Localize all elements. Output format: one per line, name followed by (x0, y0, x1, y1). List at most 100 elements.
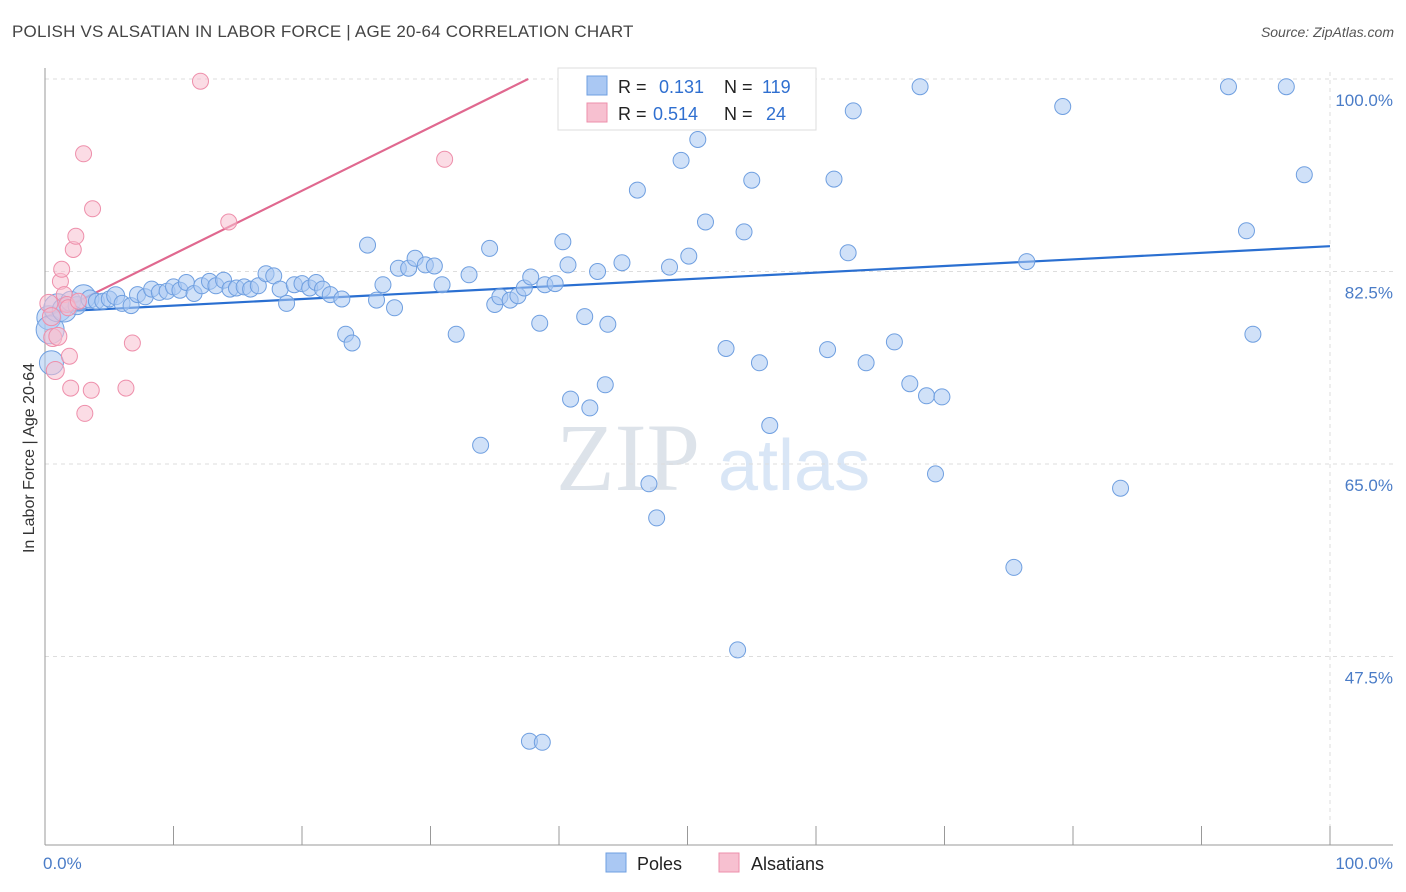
point-poles-71 (562, 390, 580, 408)
point-poles-108 (1054, 98, 1072, 115)
point-poles-114 (1295, 166, 1313, 184)
top-legend: R = 0.131 N = 119 R = 0.514 N = 24 (557, 67, 817, 131)
point-alsatians-10 (60, 347, 78, 365)
legend-n-value-alsatians: 24 (766, 104, 786, 124)
point-poles-32 (249, 277, 267, 295)
point-poles-66 (531, 314, 549, 332)
point-poles-78 (628, 181, 646, 199)
y-tick-label-0: 47.5% (1345, 669, 1393, 688)
point-poles-91 (750, 354, 768, 372)
legend-r-value-poles: 0.131 (659, 77, 704, 97)
point-poles-43 (333, 290, 351, 308)
point-alsatians-6 (53, 260, 71, 278)
point-poles-97 (839, 244, 857, 262)
point-poles-68 (546, 275, 564, 293)
trend-line-poles (44, 245, 1331, 314)
bottom-legend-label-alsatians: Alsatians (751, 854, 824, 874)
bottom-legend-swatch-poles (605, 852, 627, 873)
point-poles-70 (559, 256, 577, 274)
point-alsatians-20 (123, 334, 141, 352)
trend-lines (44, 78, 1331, 319)
point-poles-36 (278, 294, 296, 312)
point-alsatians-16 (76, 404, 94, 422)
point-alsatians-3 (45, 361, 65, 380)
axes (44, 68, 1393, 846)
point-alsatians-1 (41, 307, 61, 327)
point-poles-99 (857, 354, 875, 372)
point-poles-84 (680, 247, 698, 265)
point-poles-104 (927, 465, 945, 483)
point-poles-35 (271, 280, 289, 298)
point-poles-73 (581, 399, 599, 417)
point-poles-105 (933, 388, 951, 406)
trend-line-alsatians (44, 78, 529, 319)
point-poles-111 (1237, 222, 1255, 240)
legend-n-label-alsatians: N = (724, 104, 753, 124)
point-poles-45 (343, 334, 361, 352)
point-poles-65 (522, 268, 540, 286)
point-poles-54 (425, 257, 443, 275)
point-poles-87 (717, 340, 735, 357)
y-tick-label-2: 82.5% (1345, 284, 1393, 303)
point-poles-46 (359, 236, 377, 254)
point-poles-101 (901, 375, 919, 393)
bottom-legend: Poles Alsatians (605, 852, 824, 874)
point-poles-83 (672, 151, 690, 169)
point-poles-56 (447, 325, 465, 343)
legend-r-label-poles: R = (618, 77, 647, 97)
point-poles-55 (433, 276, 451, 294)
point-poles-113 (1277, 78, 1295, 96)
point-alsatians-17 (82, 381, 100, 399)
y-tick-label-3: 100.0% (1335, 91, 1393, 110)
point-alsatians-11 (62, 379, 80, 397)
legend-n-value-poles: 119 (762, 77, 791, 97)
bottom-legend-label-poles: Poles (637, 854, 682, 874)
point-poles-92 (761, 417, 779, 434)
point-poles-81 (661, 258, 679, 276)
tick-labels: 47.5% 65.0% 82.5% 100.0% 0.0% 100.0% (43, 91, 1393, 873)
bottom-legend-swatch-alsatians (718, 852, 740, 873)
legend-swatch-alsatians (586, 102, 608, 123)
point-poles-58 (472, 436, 490, 454)
legend-swatch-poles (586, 75, 608, 96)
point-poles-57 (460, 266, 478, 284)
point-poles-74 (589, 263, 607, 280)
point-poles-90 (743, 171, 761, 189)
point-alsatians-15 (75, 145, 93, 163)
y-axis-title: In Labor Force | Age 20-64 (21, 363, 38, 553)
point-poles-88 (729, 641, 747, 659)
point-poles-59 (481, 239, 499, 257)
point-alsatians-19 (117, 379, 135, 397)
point-poles-110 (1219, 78, 1237, 96)
point-poles-106 (1005, 558, 1023, 576)
point-poles-77 (613, 254, 631, 272)
point-poles-69 (554, 233, 572, 251)
watermark: ZIP atlas (556, 404, 870, 511)
x-tick-label-1: 100.0% (1335, 854, 1393, 873)
point-poles-72 (576, 308, 594, 326)
point-poles-49 (386, 299, 404, 317)
point-poles-85 (689, 131, 707, 148)
point-poles-76 (599, 315, 617, 333)
point-poles-95 (819, 341, 837, 359)
chart-title: POLISH VS ALSATIAN IN LABOR FORCE | AGE … (12, 22, 634, 41)
point-poles-112 (1244, 325, 1262, 343)
legend-r-value-alsatians: 0.514 (653, 104, 698, 124)
point-poles-107 (1018, 253, 1036, 271)
point-alsatians-23 (436, 150, 454, 168)
point-poles-48 (374, 276, 392, 294)
point-poles-98 (844, 102, 862, 120)
watermark-zip: ZIP (556, 404, 700, 511)
point-alsatians-13 (67, 227, 85, 245)
point-poles-102 (911, 78, 929, 96)
point-poles-80 (648, 509, 666, 527)
point-alsatians-18 (84, 200, 102, 218)
point-alsatians-21 (191, 72, 209, 90)
point-poles-79 (640, 475, 658, 493)
point-poles-75 (596, 376, 614, 394)
point-alsatians-22 (220, 213, 238, 231)
point-poles-100 (885, 333, 903, 351)
point-poles-47 (368, 291, 386, 309)
point-alsatians-4 (48, 326, 68, 346)
